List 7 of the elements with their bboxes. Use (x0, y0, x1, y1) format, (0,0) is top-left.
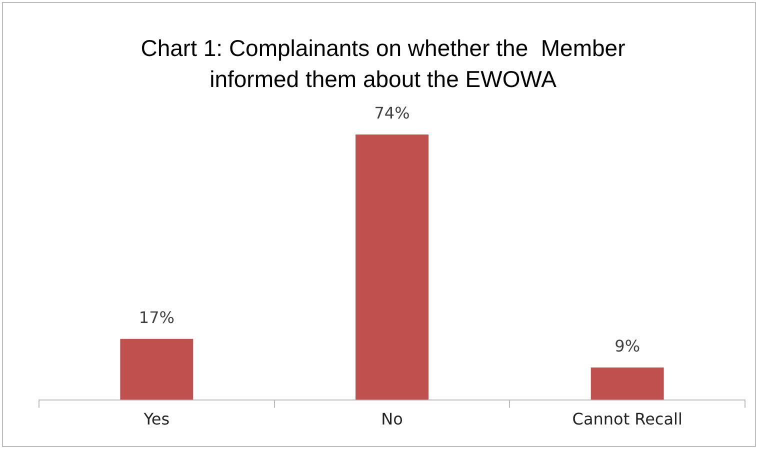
x-tick-label: Yes (142, 410, 170, 429)
data-label: 9% (614, 336, 640, 356)
data-label: 74% (374, 104, 410, 123)
data-label: 17% (138, 308, 174, 328)
x-tick-label: Cannot Recall (572, 410, 682, 429)
chart-title: Chart 1: Complainants on whether the Member informed them about the EWOWA (140, 34, 626, 94)
x-tick-label: No (381, 410, 403, 429)
